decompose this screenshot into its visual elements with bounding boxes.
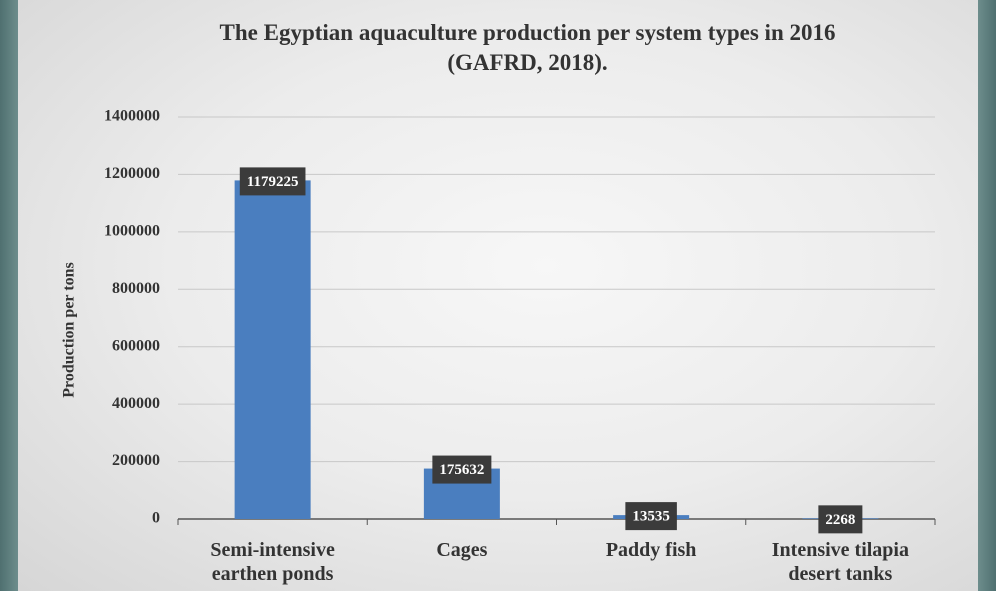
data-label: 1179225	[239, 167, 306, 196]
y-tick-label: 800000	[112, 280, 160, 297]
data-label-text: 175632	[439, 462, 484, 478]
data-label-box	[818, 505, 863, 534]
x-tick-label: Cages	[436, 539, 488, 561]
y-axis-label: Production per tons	[61, 262, 78, 397]
x-tick-label: Intensive tilapia desert tanks	[771, 539, 909, 585]
bar	[234, 180, 311, 519]
y-tick-label: 1400000	[104, 108, 160, 125]
data-label-box	[625, 502, 677, 531]
data-label-box	[239, 167, 306, 196]
y-tick-label: 1200000	[104, 165, 160, 182]
y-tick-label: 200000	[112, 452, 160, 469]
data-label: 13535	[625, 502, 677, 531]
data-label: 175632	[432, 455, 492, 484]
data-label-text: 2268	[825, 512, 855, 528]
y-tick-label: 600000	[112, 337, 160, 354]
data-label-text: 1179225	[247, 174, 299, 190]
data-label-text: 13535	[632, 509, 670, 525]
chart-title: The Egyptian aquaculture production per …	[219, 20, 836, 75]
y-tick-label: 1000000	[104, 223, 160, 240]
y-tick-label: 0	[152, 510, 160, 527]
y-tick-label: 400000	[112, 395, 160, 412]
data-label-box	[432, 455, 492, 484]
x-tick-label: Semi-intensive earthen ponds	[210, 539, 335, 585]
x-tick-label: Paddy fish	[605, 539, 697, 561]
data-label: 2268	[818, 505, 863, 534]
